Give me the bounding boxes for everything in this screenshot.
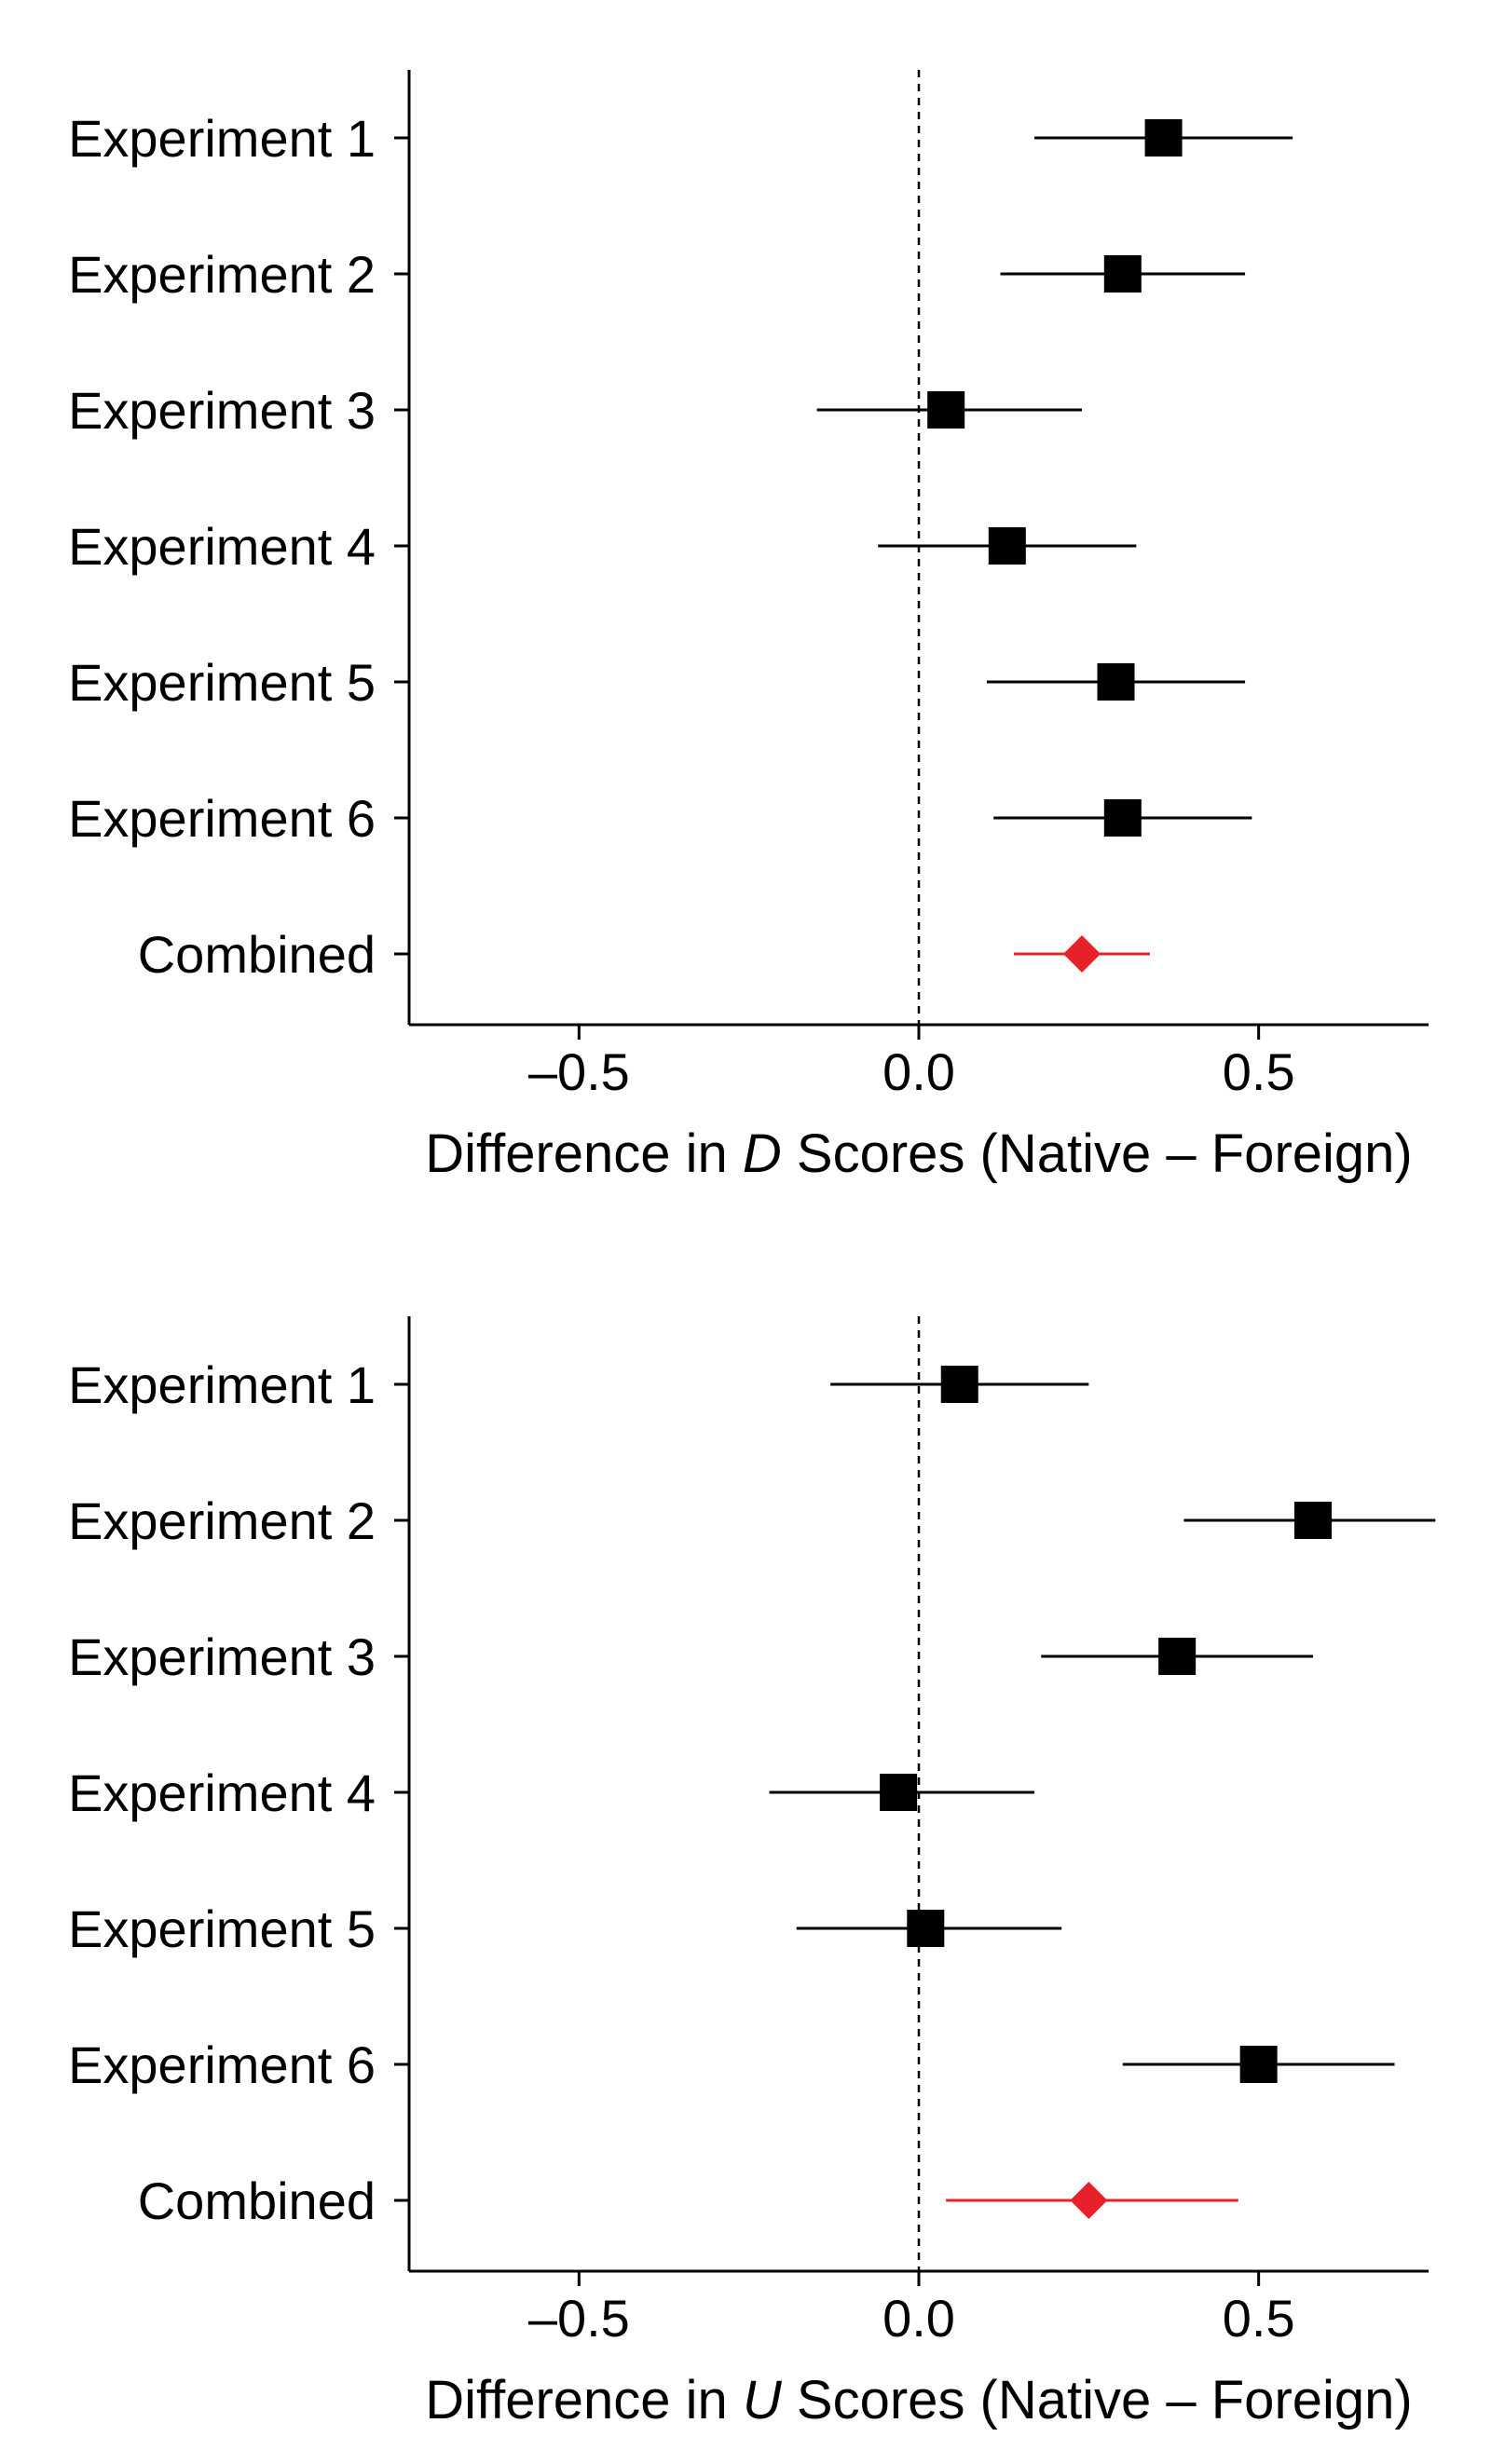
category-label: Experiment 4 — [68, 1763, 376, 1822]
x-tick-label: –0.5 — [528, 2289, 630, 2348]
category-label: Combined — [138, 2171, 376, 2230]
estimate-square — [907, 1910, 945, 1947]
category-label: Experiment 5 — [68, 653, 376, 712]
panel-1: –0.5 0.0 0.5 Difference in D Scores (Native… — [68, 70, 1429, 1184]
category-label: Experiment 3 — [68, 1627, 376, 1686]
combined-estimate-diamond — [1070, 2182, 1108, 2219]
category-label: Experiment 5 — [68, 1899, 376, 1958]
estimate-square — [1158, 1638, 1197, 1675]
x-tick-label: 0.0 — [882, 1042, 955, 1101]
estimate-square — [1103, 255, 1142, 293]
estimate-square — [1097, 663, 1135, 701]
panel-2: –0.5 0.0 0.5 Difference in U Scores (Native… — [68, 1316, 1436, 2430]
estimate-square — [927, 391, 965, 429]
category-label: Experiment 6 — [68, 789, 376, 848]
x-tick-label: 0.5 — [1223, 2289, 1295, 2348]
x-tick-label: –0.5 — [528, 1042, 630, 1101]
estimate-square — [988, 527, 1026, 565]
category-label: Experiment 4 — [68, 517, 376, 576]
estimate-square — [1103, 799, 1142, 837]
combined-estimate-diamond — [1063, 935, 1101, 973]
category-label: Experiment 1 — [68, 109, 376, 168]
x-axis-title: Difference in U Scores (Native – Foreign… — [425, 2370, 1412, 2430]
category-label: Experiment 2 — [68, 245, 376, 304]
category-label: Experiment 1 — [68, 1355, 376, 1414]
category-label: Combined — [138, 925, 376, 984]
estimate-square — [940, 1366, 978, 1403]
estimate-square — [1239, 2046, 1278, 2083]
estimate-square — [880, 1774, 918, 1811]
category-label: Experiment 6 — [68, 2035, 376, 2094]
category-label: Experiment 3 — [68, 381, 376, 440]
x-tick-label: 0.0 — [882, 2289, 955, 2348]
x-tick-label: 0.5 — [1223, 1042, 1295, 1101]
estimate-square — [1144, 119, 1183, 157]
category-label: Experiment 2 — [68, 1491, 376, 1550]
x-axis-title: Difference in D Scores (Native – Foreign… — [425, 1123, 1412, 1184]
estimate-square — [1294, 1502, 1333, 1539]
